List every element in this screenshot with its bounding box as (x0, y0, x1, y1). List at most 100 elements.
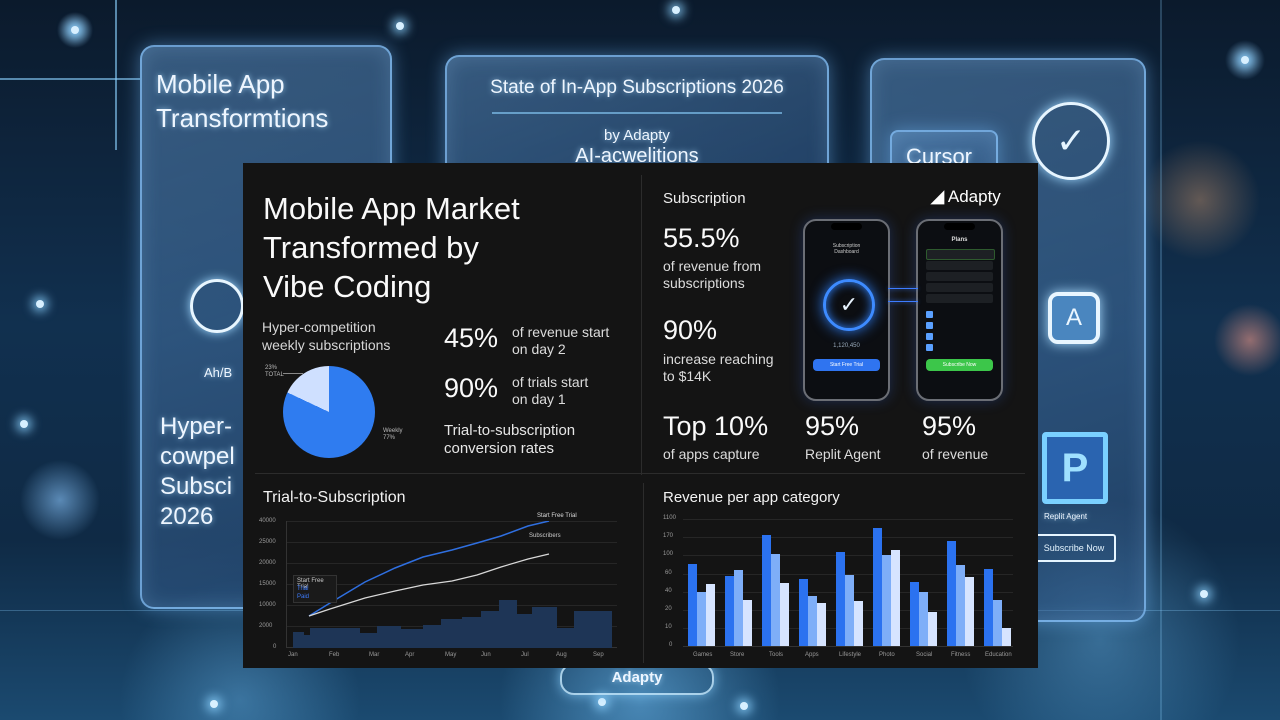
phone-connector-line (888, 288, 918, 289)
app-a-icon: A (1048, 292, 1100, 344)
legend-item: Trial (297, 586, 309, 592)
stat-text-line: to $14K (663, 368, 712, 384)
bottom-stat-text: of apps capture (663, 446, 760, 462)
bar (910, 582, 919, 646)
headline: Mobile App Market Transformed by Vibe Co… (263, 189, 520, 306)
bar (771, 554, 780, 646)
phone-title-line: Dashboard (834, 249, 859, 255)
bar (984, 569, 993, 646)
plan-row[interactable] (926, 249, 995, 260)
target-check-icon: ✓ (1032, 102, 1110, 180)
subscription-stat2-text: increase reaching to $14K (663, 351, 774, 385)
phone-connector-line (888, 301, 918, 302)
right-panel-caption: Replit Agent (1044, 512, 1088, 521)
bar (956, 565, 965, 646)
gear-check-icon: ✓ (823, 279, 875, 331)
y-tick: 25000 (259, 539, 276, 545)
bar (993, 600, 1002, 646)
x-tick: Social (916, 652, 933, 658)
center-panel-title: State of In-App Subscriptions 2026 (490, 77, 784, 98)
glow-dot (36, 300, 44, 308)
bar (928, 612, 937, 646)
x-tick: Fitness (951, 652, 971, 658)
center-panel-byline: by Adapty (604, 127, 670, 144)
subscription-heading: Subscription (663, 190, 746, 207)
checkbox-icon[interactable] (926, 311, 933, 318)
checkbox-icon[interactable] (926, 333, 933, 340)
glow-dot (20, 420, 28, 428)
bar (947, 541, 956, 646)
glow-dot (210, 700, 218, 708)
app-p-icon: P (1042, 432, 1108, 504)
stat-text-line: of revenue from (663, 258, 762, 274)
center-panel-subtitle: AI-acwelitions (575, 145, 699, 167)
subscribe-now-button[interactable]: Subscribe Now (1032, 534, 1116, 562)
pie-label-line: Weekly (383, 428, 403, 434)
plan-row[interactable] (926, 272, 993, 281)
circuit-line (115, 0, 117, 150)
start-free-trial-button[interactable]: Start Free Trial (813, 359, 880, 371)
plan-row[interactable] (926, 261, 993, 270)
y-tick: 100 (663, 551, 674, 557)
bottom-stat-text: Replit Agent (805, 446, 881, 462)
y-tick: 60 (665, 570, 672, 576)
side-line: Subsci (160, 473, 233, 500)
x-tick: May (445, 652, 457, 658)
vertical-divider (641, 175, 642, 475)
side-line: Hyper- (160, 413, 233, 440)
stat-text-line: on day 2 (512, 341, 566, 357)
adapty-brand: ◢ Adapty (931, 187, 1001, 207)
subscription-stat1-text: of revenue from subscriptions (663, 258, 761, 292)
pie-leader-line (283, 373, 303, 374)
glow-dot (740, 702, 748, 710)
bar (725, 576, 734, 646)
y-tick: 2000 (259, 623, 273, 629)
stat-text-line: increase reaching (663, 351, 774, 367)
adapty-logo-icon: ◢ (931, 187, 945, 206)
y-tick: 170 (663, 533, 674, 539)
x-tick: Photo (879, 652, 895, 658)
side-line: 2026 (160, 503, 214, 530)
x-tick: Feb (329, 652, 340, 658)
checkbox-icon[interactable] (926, 344, 933, 351)
horizontal-divider (255, 473, 1025, 474)
x-tick: Jan (288, 652, 298, 658)
line-chart-plot: Start Free Trial Trial Paid Start Free T… (286, 513, 617, 648)
glow-dot (598, 698, 606, 706)
bar (780, 583, 789, 646)
headline-line: Mobile App Market (263, 191, 520, 226)
bar (697, 592, 706, 646)
stat-value: 90% (444, 373, 499, 403)
panel-divider (492, 112, 782, 114)
x-tick: Sep (593, 652, 604, 658)
chart-annotation: Start Free Trial (537, 513, 577, 519)
glow-dot (1241, 56, 1249, 64)
y-tick: 20 (665, 606, 672, 612)
app-p-letter: P (1061, 446, 1089, 490)
y-tick: 15000 (259, 581, 276, 587)
pie-label-top: 23% TOTAL (265, 365, 284, 379)
x-tick: Aug (556, 652, 567, 658)
plan-row[interactable] (926, 283, 993, 292)
pie-label-bottom: Weekly 77% (383, 428, 403, 442)
circuit-line (1160, 0, 1162, 720)
stat-text: of trials start on day 1 (512, 374, 588, 408)
subscribe-button[interactable]: Subscribe Now (926, 359, 993, 371)
bar (734, 570, 743, 646)
headline-line: Transformed by (263, 230, 479, 265)
stat-text-line: on day 1 (512, 391, 566, 407)
y-tick: 0 (273, 644, 277, 650)
bar (882, 555, 891, 646)
stat-text-line: of trials start (512, 374, 589, 390)
phone-mockup-right: Plans Subscribe Now (916, 219, 1003, 401)
y-tick: 1100 (663, 515, 676, 521)
pie-title: Hyper-competition weekly subscriptions (262, 318, 390, 354)
legend-item: Start Free Trial (297, 578, 324, 590)
glow-dot (672, 6, 680, 14)
x-tick: Mar (369, 652, 380, 658)
plan-row[interactable] (926, 294, 993, 303)
y-tick: 40 (665, 588, 672, 594)
left-panel-title: Mobile App Transformtions (156, 69, 329, 133)
checkbox-icon[interactable] (926, 322, 933, 329)
phone-notch (944, 223, 975, 230)
